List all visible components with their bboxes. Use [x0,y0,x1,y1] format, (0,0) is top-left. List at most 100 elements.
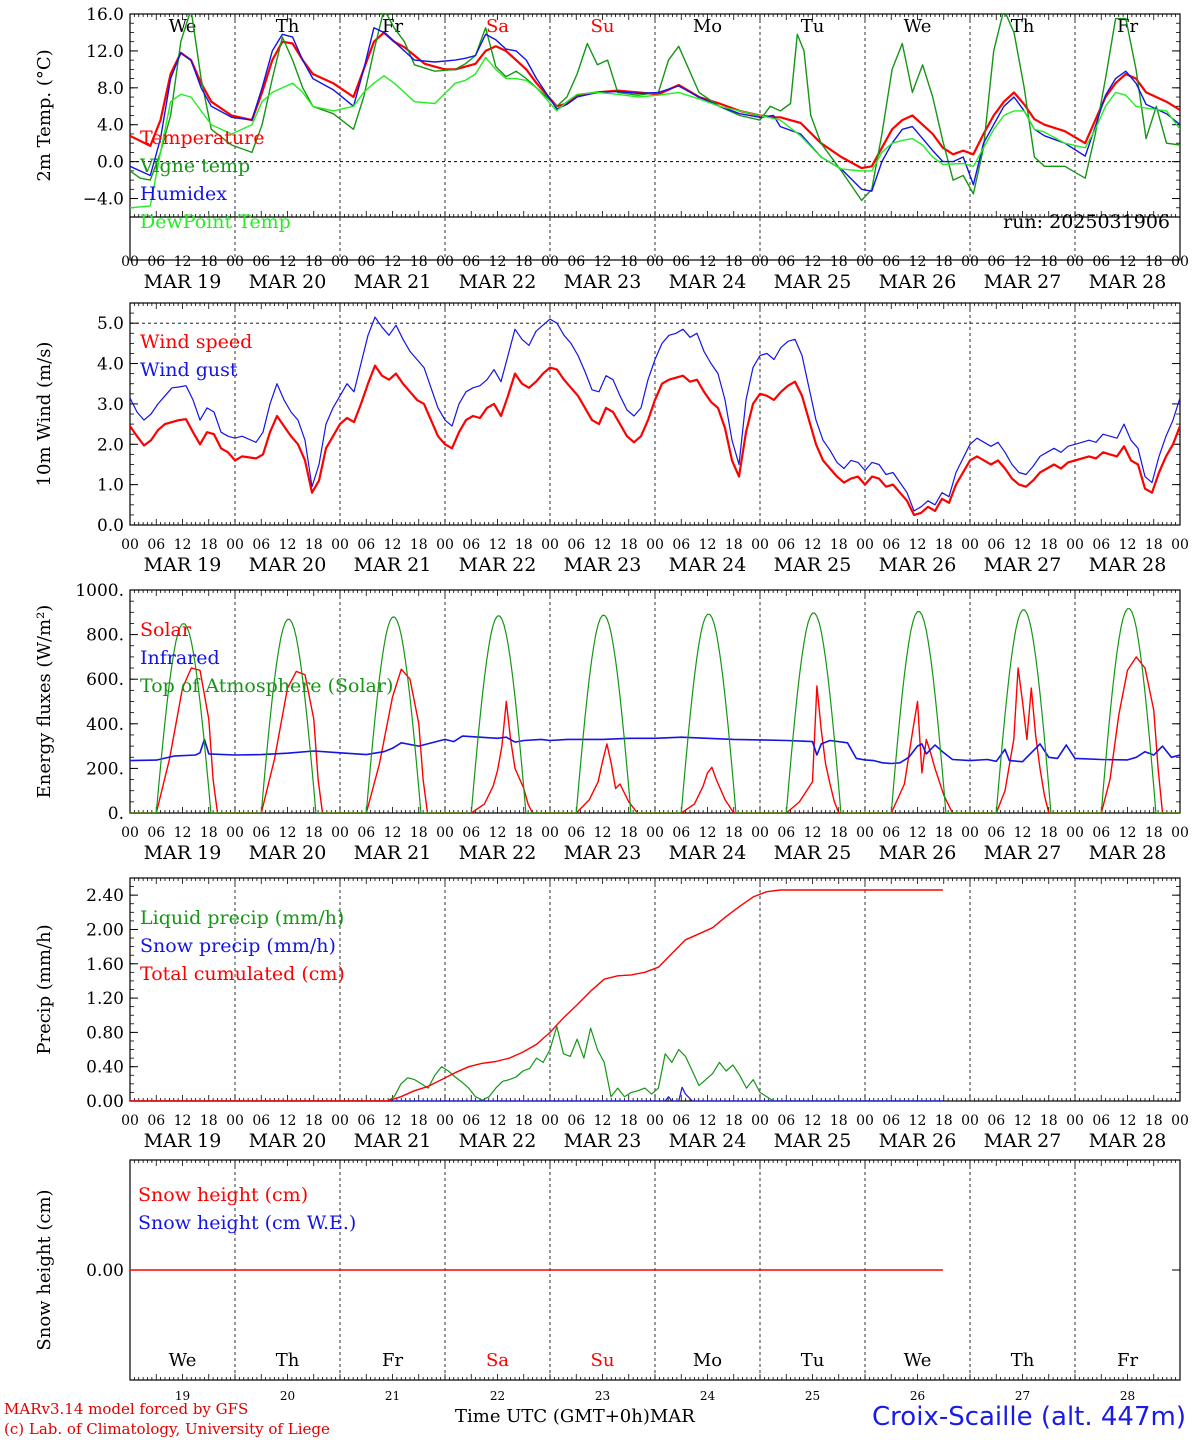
hour-label: 18 [725,537,743,553]
y-tick-label: 0.00 [86,1092,124,1112]
date-label: MAR 25 [774,1130,852,1152]
hour-label: 00 [1171,537,1189,553]
hour-label: 00 [226,825,244,841]
hour-label: 18 [410,825,428,841]
hour-label: 00 [226,537,244,553]
hour-label: 00 [331,1113,349,1129]
hour-label: 18 [830,1113,848,1129]
weekday-label: Fr [382,1350,403,1371]
hour-label: 18 [515,825,533,841]
date-label: MAR 19 [144,1130,222,1152]
day-number-label: 25 [805,1389,820,1403]
hour-label: 12 [909,825,927,841]
date-label: MAR 27 [984,1130,1062,1152]
hour-label: 00 [646,254,664,270]
hour-label: 06 [777,537,795,553]
hour-label: 00 [1066,254,1084,270]
hour-label: 18 [410,537,428,553]
date-label: MAR 26 [879,1130,957,1152]
date-label: MAR 23 [564,554,642,576]
hour-label: 12 [594,537,612,553]
hour-label: 06 [1092,825,1110,841]
hour-label: 06 [462,825,480,841]
y-tick-label: 2.0 [97,435,124,455]
hour-label: 12 [384,537,402,553]
date-label: MAR 21 [354,271,432,293]
y-tick-label: 200. [86,759,124,779]
legend-entry: Wind gust [140,359,238,381]
panel-wind: 0.0 1.0 2.0 3.0 4.0 5.0 10m Wind (m/s) 00 06 12 18… [34,302,1189,576]
hour-label: 18 [935,825,953,841]
hour-label: 12 [279,537,297,553]
hour-label: 12 [699,1113,717,1129]
hour-label: 18 [1040,254,1058,270]
hour-label: 00 [1066,537,1084,553]
y-tick-label: 5.0 [97,314,124,334]
date-label: MAR 23 [564,1130,642,1152]
day-number-label: 21 [385,1389,400,1403]
day-number-label: 19 [175,1389,190,1403]
date-label: MAR 25 [774,554,852,576]
hour-label: 12 [594,1113,612,1129]
hour-label: 06 [357,825,375,841]
hour-label: 06 [252,1113,270,1129]
hour-label: 12 [699,254,717,270]
hour-label: 00 [436,1113,454,1129]
date-label: MAR 27 [984,554,1062,576]
day-number-label: 27 [1015,1389,1030,1403]
date-label: MAR 20 [249,1130,327,1152]
hour-label: 00 [436,825,454,841]
hour-label: 00 [121,254,139,270]
hour-label: 18 [1145,537,1163,553]
hour-label: 12 [174,1113,192,1129]
hour-label: 12 [804,254,822,270]
hour-label: 06 [987,254,1005,270]
date-label: MAR 24 [669,271,747,293]
date-label: MAR 28 [1089,554,1167,576]
weekday-label: Th [276,16,300,37]
hour-label: 06 [1092,254,1110,270]
weekday-label: We [904,16,932,37]
run-label: run: 2025031906 [1003,211,1170,233]
hour-label: 06 [672,1113,690,1129]
hour-label: 06 [147,537,165,553]
hour-label: 12 [1119,254,1137,270]
y-tick-label: 1.60 [86,955,124,975]
panel-flux: 0. 200. 400. 600. 800. 1000. Energy fluxes (W/… [34,581,1189,864]
date-label: MAR 20 [249,554,327,576]
y-tick-label: 800. [86,626,124,646]
hour-label: 12 [174,254,192,270]
hour-label: 00 [121,537,139,553]
panel-precip: 0.00 0.40 0.80 1.20 1.60 2.00 2.40 Precip (mm/h… [34,877,1189,1152]
hour-label: 12 [174,825,192,841]
hour-label: 12 [1119,825,1137,841]
hour-label: 06 [882,537,900,553]
weekday-label: Tu [801,16,825,37]
hour-label: 18 [620,1113,638,1129]
hour-label: 00 [961,254,979,270]
hour-label: 18 [725,254,743,270]
weekday-label: Th [1011,1350,1035,1371]
hour-label: 18 [200,254,218,270]
hour-label: 18 [620,825,638,841]
y-tick-label: 1.20 [86,989,124,1009]
hour-label: 06 [252,825,270,841]
hour-label: 12 [1119,537,1137,553]
y-tick-label: 0.40 [86,1058,124,1078]
date-label: MAR 21 [354,842,432,864]
hour-label: 00 [541,1113,559,1129]
hour-label: 12 [909,537,927,553]
date-label: MAR 19 [144,554,222,576]
hour-label: 00 [1066,1113,1084,1129]
hour-label: 00 [646,1113,664,1129]
hour-label: 00 [1171,825,1189,841]
day-number-label: 24 [700,1389,716,1403]
y-axis-label: Precip (mm/h) [34,924,55,1054]
hour-label: 06 [252,537,270,553]
hour-label: 06 [567,825,585,841]
hour-label: 18 [200,537,218,553]
hour-label: 18 [305,254,323,270]
hour-label: 18 [830,537,848,553]
hour-label: 06 [1092,537,1110,553]
date-label: MAR 21 [354,1130,432,1152]
